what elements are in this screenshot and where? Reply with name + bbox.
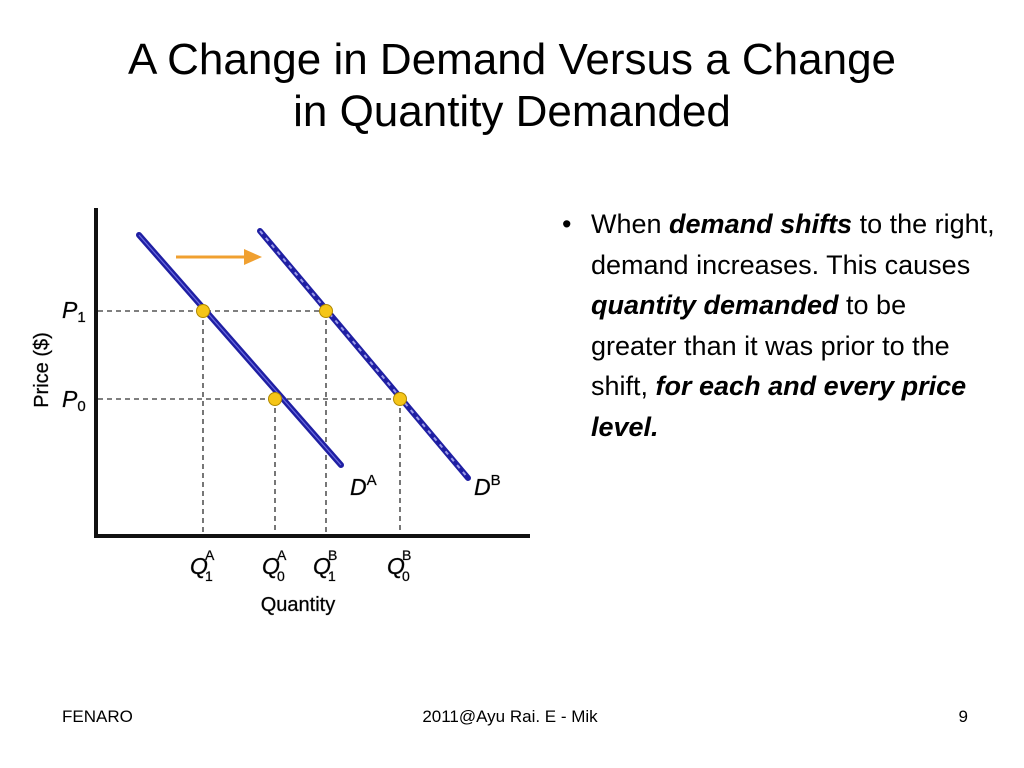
page-number: 9 (958, 707, 968, 726)
q0b-sub: 0 (402, 568, 410, 584)
bullet-emphasis-quantity-demanded: quantity demanded (591, 290, 839, 320)
q0b-sup: B (402, 547, 411, 563)
bullet-text-part-2: to the right, demand increases. This cau… (591, 209, 995, 280)
demand-curve-a-highlight (138, 234, 342, 466)
footer-center: 2011@Ayu Rai. E - Mik (422, 707, 598, 726)
point-q1a-p1 (196, 304, 210, 318)
point-q1b-p1 (319, 304, 333, 318)
quantity-label-q1b: Q B 1 (313, 547, 338, 585)
title-line-2: in Quantity Demanded (293, 87, 731, 136)
curve-label-da: DA (350, 472, 377, 500)
bullet-emphasis-every-price-level: for each and every price level. (591, 371, 967, 442)
bullet-point: • When demand shifts to the right, deman… (562, 204, 998, 447)
slide-title: A Change in Demand Versus a Change in Qu… (40, 34, 984, 138)
q0b-symbol: Q (387, 553, 405, 579)
q1a-sup: A (205, 547, 215, 563)
footer-left: FENARO (62, 707, 133, 726)
bullet-text-part-1: When (591, 209, 670, 239)
q1a-sub: 1 (205, 568, 213, 584)
q1b-sub: 1 (328, 568, 336, 584)
bullet-text-part-3: to be greater than it was prior to the s… (591, 290, 950, 401)
price-label-p1: P1 (62, 297, 86, 326)
q1a-symbol: Q (190, 553, 208, 579)
quantity-label-q1a: Q A 1 (190, 547, 216, 585)
quantity-label-q0b: Q B 0 (387, 547, 412, 585)
curve-label-db: DB (474, 472, 501, 500)
q0a-symbol: Q (262, 553, 280, 579)
guide-lines (98, 310, 401, 534)
bullet-text: When demand shifts to the right, demand … (591, 204, 998, 447)
price-label-p0: P0 (62, 386, 86, 415)
demand-curve-b (257, 228, 471, 481)
point-q0a-p0 (268, 392, 282, 406)
bullet-dot-icon: • (562, 209, 572, 239)
q1b-symbol: Q (313, 553, 331, 579)
q1b-sup: B (328, 547, 337, 563)
x-axis-label: Quantity (261, 594, 335, 616)
q0a-sub: 0 (277, 568, 285, 584)
bullet-emphasis-demand-shifts: demand shifts (669, 209, 853, 239)
quantity-label-q0a: Q A 0 (262, 547, 288, 585)
title-line-1: A Change in Demand Versus a Change (127, 35, 897, 84)
y-axis-label: Price ($) (31, 332, 53, 408)
q0a-sup: A (277, 547, 287, 563)
shift-arrow-head (244, 249, 262, 265)
point-q0b-p0 (393, 392, 407, 406)
